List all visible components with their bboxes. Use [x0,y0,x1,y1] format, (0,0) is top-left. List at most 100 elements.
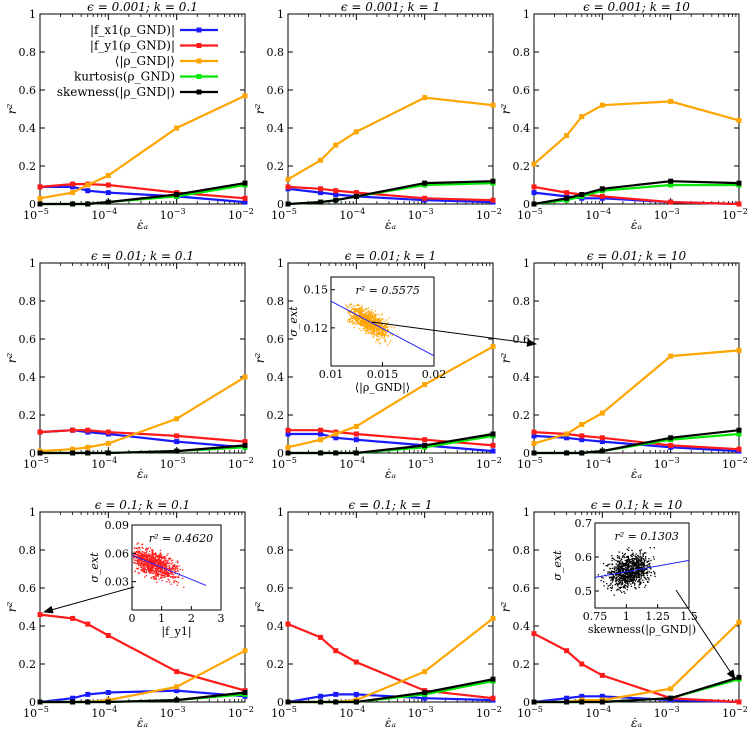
inset-scatter-point [358,321,360,324]
x-tick-label: 10−5 [271,456,297,471]
data-point-red [318,427,324,433]
inset-scatter-point [156,568,158,570]
inset-scatter-point [637,554,639,557]
inset-scatter-point [370,322,372,325]
inset-scatter-point [609,563,611,566]
inset-scatter-point [153,562,155,564]
inset-scatter-point [166,562,169,564]
inset-scatter-point [151,570,154,572]
inset-scatter-point [630,583,632,585]
inset-scatter-point [636,558,638,560]
inset-scatter-point [384,325,386,327]
inset-scatter-point [156,574,158,577]
inset-scatter-point [627,586,629,588]
inset-r2-label: r² = 0.5575 [355,284,419,297]
y-axis-label: r² [253,104,267,115]
data-point-blue [318,693,324,699]
x-tick-label: 10−5 [23,207,49,222]
inset-scatter-point [143,564,145,566]
inset-scatter-point [369,326,371,328]
panel-title: ϵ = 0.01; k = 0.1 [91,249,194,263]
data-point-black [422,180,428,186]
inset-scatter-point [640,567,643,569]
inset-scatter-point [610,572,612,575]
inset-scatter-point [150,555,152,557]
inset-scatter-point [372,320,374,323]
inset-scatter-point [365,326,367,328]
data-point-black [285,699,291,705]
data-point-red [37,429,43,435]
inset-scatter-point [619,582,622,584]
inset-x-tick-label: 0.75 [583,610,608,623]
panel-title: ϵ = 0.1; k = 1 [349,498,433,512]
inset-scatter-point [378,329,380,331]
data-point-blue [579,693,585,699]
inset-scatter-point [619,565,621,567]
inset-scatter-point [370,315,372,317]
inset-scatter-point [149,569,152,571]
inset-scatter-point [631,576,633,578]
inset-scatter-point [619,587,621,589]
inset-scatter-point [643,569,646,572]
inset-scatter-point [362,316,364,318]
inset-scatter-point [373,328,376,330]
inset-scatter-point [136,556,138,558]
inset-scatter-point [178,565,180,567]
inset-scatter-point [637,573,639,576]
inset-scatter-point [376,328,378,330]
inset-scatter-point [615,567,617,569]
inset-scatter-point [142,551,144,553]
inset-scatter-point [350,303,353,305]
inset-scatter-point [382,332,384,334]
x-tick-label: 10−2 [722,456,747,471]
inset-scatter-point [630,574,632,576]
inset-scatter-point [140,561,143,564]
inset-scatter-point [152,556,154,558]
inset-scatter-point [142,547,144,549]
inset-scatter-point [640,574,642,576]
inset-scatter-point [168,568,170,571]
inset-scatter-point [363,325,365,327]
inset-scatter-point [629,577,631,579]
inset-scatter-point [374,326,376,328]
inset-scatter-point [160,560,162,562]
inset-scatter-point [142,553,144,556]
y-tick-label: 0 [29,696,36,709]
inset-scatter-point [616,588,619,590]
inset-scatter-point [365,315,368,317]
inset-scatter-point [632,581,634,583]
y-tick-label: 1 [523,257,530,270]
series-line-red [533,431,740,451]
inset-scatter-point [155,577,157,579]
inset-scatter-point [380,335,383,337]
inset-scatter-point [628,573,631,575]
inset-scatter-point [350,310,352,312]
inset-scatter-point [610,582,612,585]
inset-scatter-point [364,332,367,335]
inset-scatter-point [152,552,154,554]
inset-scatter-point [148,571,151,573]
data-point-red [579,433,585,439]
x-tick-label: 10−3 [408,705,434,720]
inset-scatter-point [383,327,385,330]
inset-scatter-point [383,321,385,323]
inset-scatter-point [369,317,371,320]
inset: 0.75 1 1.25 1.50.50.60.7r² = 0.1303skewness… [551,517,736,680]
inset-scatter-point [145,572,148,574]
inset-y-label: σ_ext [88,552,101,583]
inset-scatter-point [637,563,640,566]
inset-scatter-point [376,332,378,334]
y-tick-label: 0.2 [19,658,37,671]
inset-scatter-point [357,311,360,313]
inset-x-tick-label: 3 [218,612,225,625]
inset-scatter-point [351,323,353,325]
data-point-black [668,695,674,701]
inset-scatter-point [629,574,631,576]
inset-scatter-point [637,574,639,576]
inset-scatter-point [164,564,166,566]
inset-scatter-point [380,327,383,330]
inset-scatter-point [379,324,381,326]
inset-scatter-point [636,556,638,558]
x-tick-label: 10−2 [476,207,502,222]
inset-scatter-point [148,569,151,572]
